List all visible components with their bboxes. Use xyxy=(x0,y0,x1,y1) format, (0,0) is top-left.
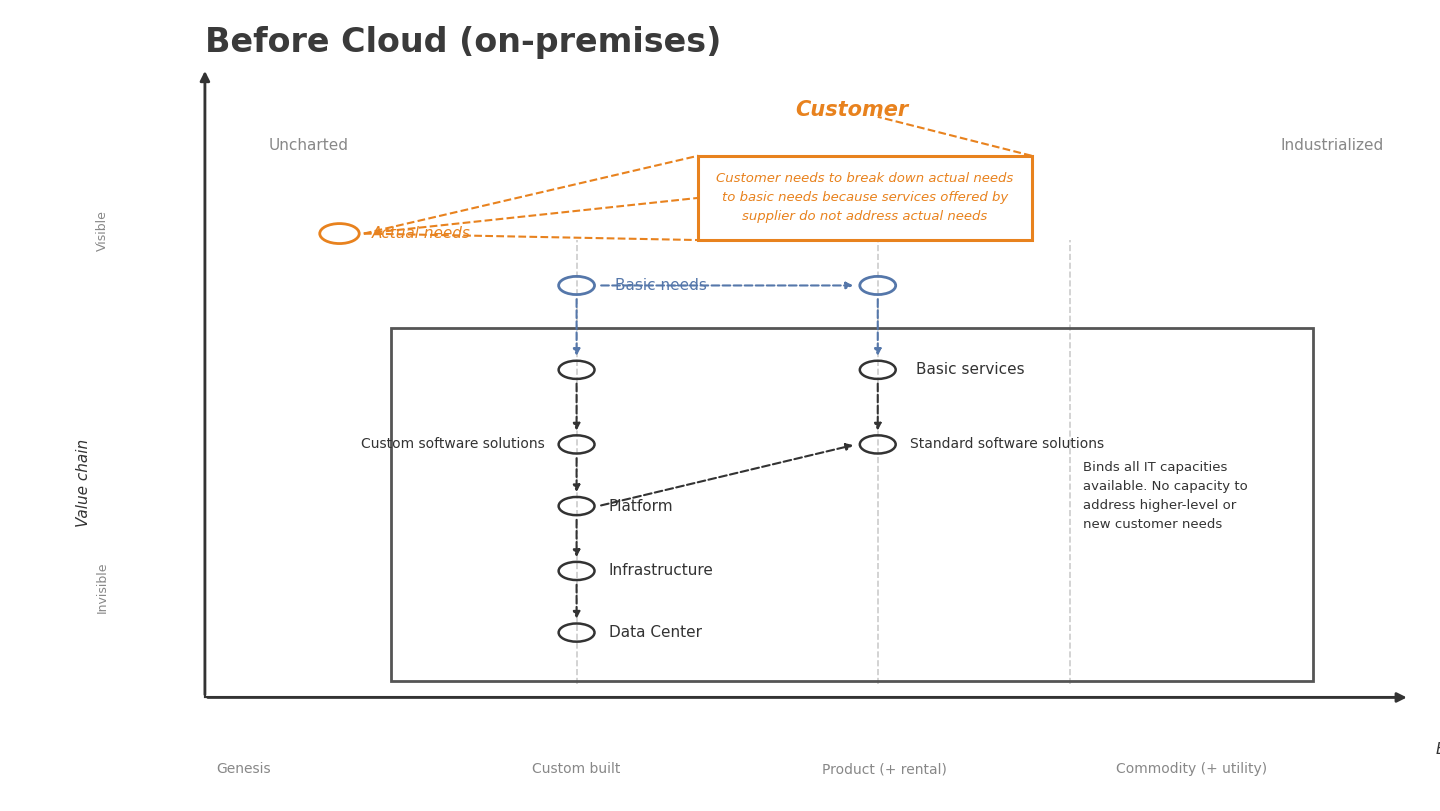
Text: Platform: Platform xyxy=(609,499,674,513)
Text: Standard software solutions: Standard software solutions xyxy=(910,437,1104,452)
Text: Genesis: Genesis xyxy=(216,762,271,776)
Text: Before Cloud (on-premises): Before Cloud (on-premises) xyxy=(204,26,721,58)
Text: Actual needs: Actual needs xyxy=(372,226,471,241)
Text: Customer: Customer xyxy=(795,101,909,120)
Text: Industrialized: Industrialized xyxy=(1280,139,1384,153)
Bar xyxy=(698,156,1031,240)
Text: Custom software solutions: Custom software solutions xyxy=(361,437,544,452)
Bar xyxy=(390,328,1313,681)
Text: Customer needs to break down actual needs
to basic needs because services offere: Customer needs to break down actual need… xyxy=(716,173,1014,223)
Text: Uncharted: Uncharted xyxy=(269,139,348,153)
Text: Infrastructure: Infrastructure xyxy=(609,564,713,578)
Text: Invisible: Invisible xyxy=(96,561,109,613)
Text: Commodity (+ utility): Commodity (+ utility) xyxy=(1116,762,1267,776)
Text: Evolution: Evolution xyxy=(1436,742,1440,757)
Text: Custom built: Custom built xyxy=(533,762,621,776)
Text: Product (+ rental): Product (+ rental) xyxy=(822,762,946,776)
Text: Visible: Visible xyxy=(96,210,109,251)
Text: Value chain: Value chain xyxy=(76,440,91,527)
Text: Data Center: Data Center xyxy=(609,625,701,640)
Text: Basic services: Basic services xyxy=(916,363,1025,377)
Text: Binds all IT capacities
available. No capacity to
address higher-level or
new cu: Binds all IT capacities available. No ca… xyxy=(1083,461,1247,530)
Text: Basic needs: Basic needs xyxy=(615,278,707,293)
